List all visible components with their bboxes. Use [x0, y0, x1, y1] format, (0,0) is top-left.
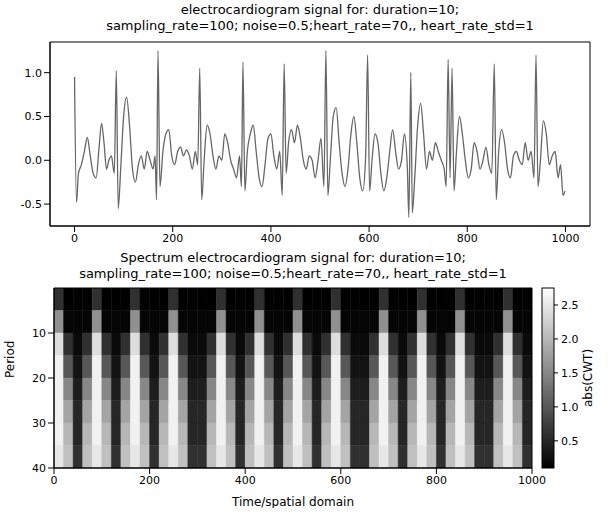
svg-text:600: 600	[359, 232, 380, 245]
svg-text:Time/spatial domain: Time/spatial domain	[231, 495, 354, 508]
html-text:sampling_rate=100; noise=0.5;h: sampling_rate=100; noise=0.5;heart_rate=…	[79, 266, 507, 281]
svg-text:800: 800	[457, 232, 478, 245]
svg-text:0.5: 0.5	[25, 110, 43, 123]
html-text:sampling_rate=100; noise=0.5;h: sampling_rate=100; noise=0.5;heart_rate=…	[106, 18, 534, 33]
html-text:Spectrum electrocardiogram sig: Spectrum electrocardiogram signal for: d…	[120, 250, 466, 265]
svg-text:Period: Period	[3, 341, 17, 378]
svg-text:2.5: 2.5	[561, 299, 579, 312]
svg-text:abs(CWT): abs(CWT)	[581, 349, 595, 407]
svg-text:400: 400	[235, 474, 256, 487]
svg-text:30: 30	[32, 417, 46, 430]
svg-text:0: 0	[51, 474, 58, 487]
svg-text:400: 400	[260, 232, 281, 245]
svg-text:40: 40	[32, 462, 46, 475]
svg-text:0: 0	[71, 232, 78, 245]
svg-text:200: 200	[162, 232, 183, 245]
svg-text:0.0: 0.0	[25, 154, 43, 167]
html-text:electrocardiogram signal for:: electrocardiogram signal for: duration=1…	[180, 2, 460, 17]
svg-text:0.5: 0.5	[561, 435, 579, 448]
svg-text:1000: 1000	[518, 474, 546, 487]
svg-text:600: 600	[330, 474, 351, 487]
svg-text:10: 10	[32, 327, 46, 340]
svg-text:1.0: 1.0	[25, 67, 43, 80]
svg-text:1000: 1000	[551, 232, 579, 245]
svg-text:20: 20	[32, 372, 46, 385]
svg-text:1.5: 1.5	[561, 367, 579, 380]
svg-text:800: 800	[426, 474, 447, 487]
svg-text:2.0: 2.0	[561, 333, 579, 346]
svg-text:-0.5: -0.5	[21, 198, 42, 211]
svg-text:200: 200	[139, 474, 160, 487]
svg-text:1.0: 1.0	[561, 401, 579, 414]
